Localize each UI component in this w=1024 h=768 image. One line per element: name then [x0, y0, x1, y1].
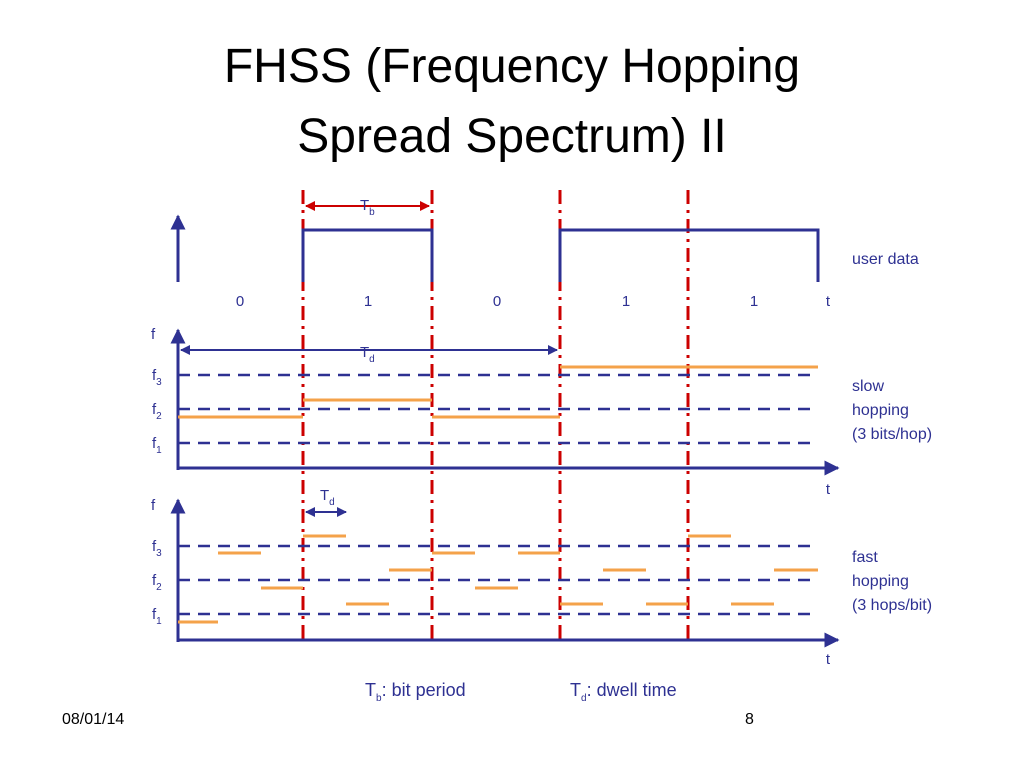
footer-date: 08/01/14 [62, 711, 124, 728]
row-label: user data [852, 251, 919, 268]
row-label: fast [852, 549, 878, 566]
user-data: Tb 0 1 0 1 1 t user data [170, 197, 919, 310]
freq-label: f2 [152, 572, 162, 593]
bit: 0 [493, 293, 501, 310]
title: FHSS (Frequency Hopping [224, 40, 800, 93]
row-label: slow [852, 378, 884, 395]
axis-label: t [826, 481, 831, 498]
axis-label: t [826, 293, 831, 310]
dwell-label: Td [320, 487, 335, 508]
row-label: (3 bits/hop) [852, 426, 932, 443]
axis-label: f [151, 326, 156, 343]
row-label: hopping [852, 573, 909, 590]
legend-item: Td: dwell time [570, 680, 677, 704]
bit: 0 [236, 293, 244, 310]
row-label: (3 hops/bit) [852, 597, 932, 614]
slow-hopping: f Td f3 f2 f1 t slow hopping (3 bits/hop… [151, 326, 932, 498]
fast-hopping: f Td f3 f2 f1 t fast hopping (3 hops/bit… [151, 487, 932, 668]
freq-label: f1 [152, 435, 162, 456]
period-label: Tb [360, 197, 375, 218]
freq-label: f3 [152, 367, 162, 388]
title: Spread Spectrum) II [297, 110, 727, 163]
freq-label: f1 [152, 606, 162, 627]
bit: 1 [750, 293, 758, 310]
dwell-label: Td [360, 344, 375, 365]
row-label: hopping [852, 402, 909, 419]
bit: 1 [364, 293, 372, 310]
axis-label: f [151, 497, 156, 514]
freq-label: f3 [152, 538, 162, 559]
freq-label: f2 [152, 401, 162, 422]
axis-label: t [826, 651, 831, 668]
page-number: 8 [745, 711, 754, 728]
bit: 1 [622, 293, 630, 310]
legend-item: Tb: bit period [365, 680, 466, 704]
